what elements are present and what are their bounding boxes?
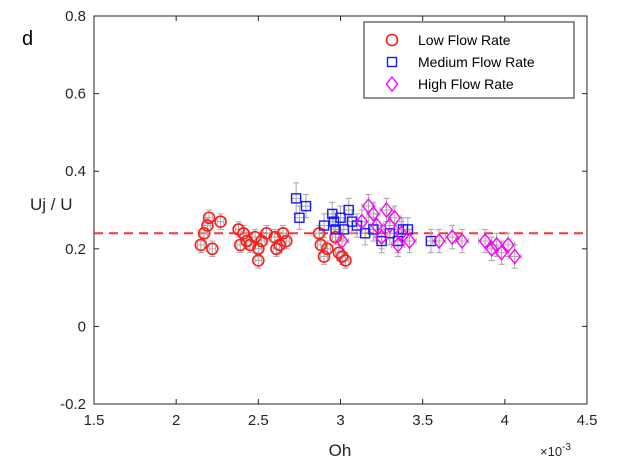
square-marker [290,193,302,204]
y-axis-label: Uj / U [30,195,73,214]
circle-marker [332,246,346,259]
diamond-marker [478,232,492,250]
x-tick-label: 4 [501,412,509,429]
circle-marker [321,242,334,256]
x-axis-multiplier-base: ×10 [540,444,562,459]
circle-marker [273,238,286,252]
y-tick-label: 0.6 [65,86,86,103]
data-markers [194,193,522,267]
square-marker [343,204,354,216]
circle-marker [206,242,219,256]
diamond-marker [455,232,469,250]
x-axis-multiplier: ×10-3 [540,442,571,459]
diamond-marker [391,236,405,254]
circle-marker [270,242,283,256]
x-axis-multiplier-exponent: -3 [562,442,571,453]
square-marker [294,212,305,223]
y-tick-label: 0 [78,318,86,335]
x-tick-label: 4.5 [577,412,598,429]
circle-marker [252,254,265,267]
square-marker [318,220,330,231]
circle-marker [202,211,216,225]
circle-marker [279,234,293,248]
panel-label: d [22,28,33,50]
diamond-marker [355,213,369,230]
circle-marker [339,254,352,267]
square-marker [376,235,387,247]
circle-marker [237,226,250,240]
diamond-marker [335,232,349,250]
y-tick-label: -0.2 [60,396,86,413]
circle-marker [214,215,227,228]
circle-marker [276,226,290,240]
legend-entry-label: Low Flow Rate [418,32,511,48]
legend-entry-label: Medium Flow Rate [418,54,535,70]
legend-square-marker [386,56,398,68]
square-marker [300,200,312,212]
y-axis-ticks: -0.2 0 0.2 0.4 0.6 0.8 [60,8,587,413]
diamond-marker [508,248,522,265]
diamond-marker [370,217,384,234]
legend-circle-marker [385,33,399,47]
diamond-marker [388,209,402,226]
diamond-marker [403,232,417,250]
diamond-marker [380,201,394,219]
circle-marker [314,238,328,252]
diamond-marker [445,229,459,246]
circle-marker [329,230,342,244]
square-marker [384,228,395,239]
diamond-marker [432,232,446,250]
circle-marker [201,219,214,232]
diamond-marker [366,205,380,223]
y-tick-label: 0.4 [65,163,86,180]
x-tick-label: 2.5 [248,412,269,429]
circle-marker [194,238,208,252]
legend-entry-label: High Flow Rate [418,76,514,92]
x-tick-label: 3.5 [412,412,433,429]
x-tick-label: 1.5 [84,412,105,429]
x-axis-ticks: 1.5 2 2.5 3 3.5 4 4.5 [84,16,598,429]
legend-box [363,21,575,99]
circle-marker [248,230,262,244]
square-marker [330,224,341,235]
circle-marker [317,250,331,263]
square-marker [335,212,346,223]
diamond-marker [485,240,499,257]
y-tick-label: 0.8 [65,8,86,25]
square-marker [338,224,349,235]
legend-items: Low Flow Rate Medium Flow Rate High Flow R… [385,32,535,93]
diamond-marker [501,236,515,254]
x-tick-label: 3 [336,412,344,429]
circle-marker [233,238,247,252]
circle-marker [335,250,349,263]
x-axis-label: Oh [329,441,352,460]
y-tick-label: 0.2 [65,241,86,258]
diamond-marker [394,225,408,242]
diamond-marker [495,244,509,261]
legend-diamond-marker [385,75,399,93]
diamond-marker [375,229,389,246]
square-marker [425,235,437,247]
circle-marker [197,226,211,240]
legend: Low Flow Rate Medium Flow Rate High Flow R… [363,21,575,99]
x-tick-label: 2 [172,412,180,429]
square-marker [368,224,379,235]
